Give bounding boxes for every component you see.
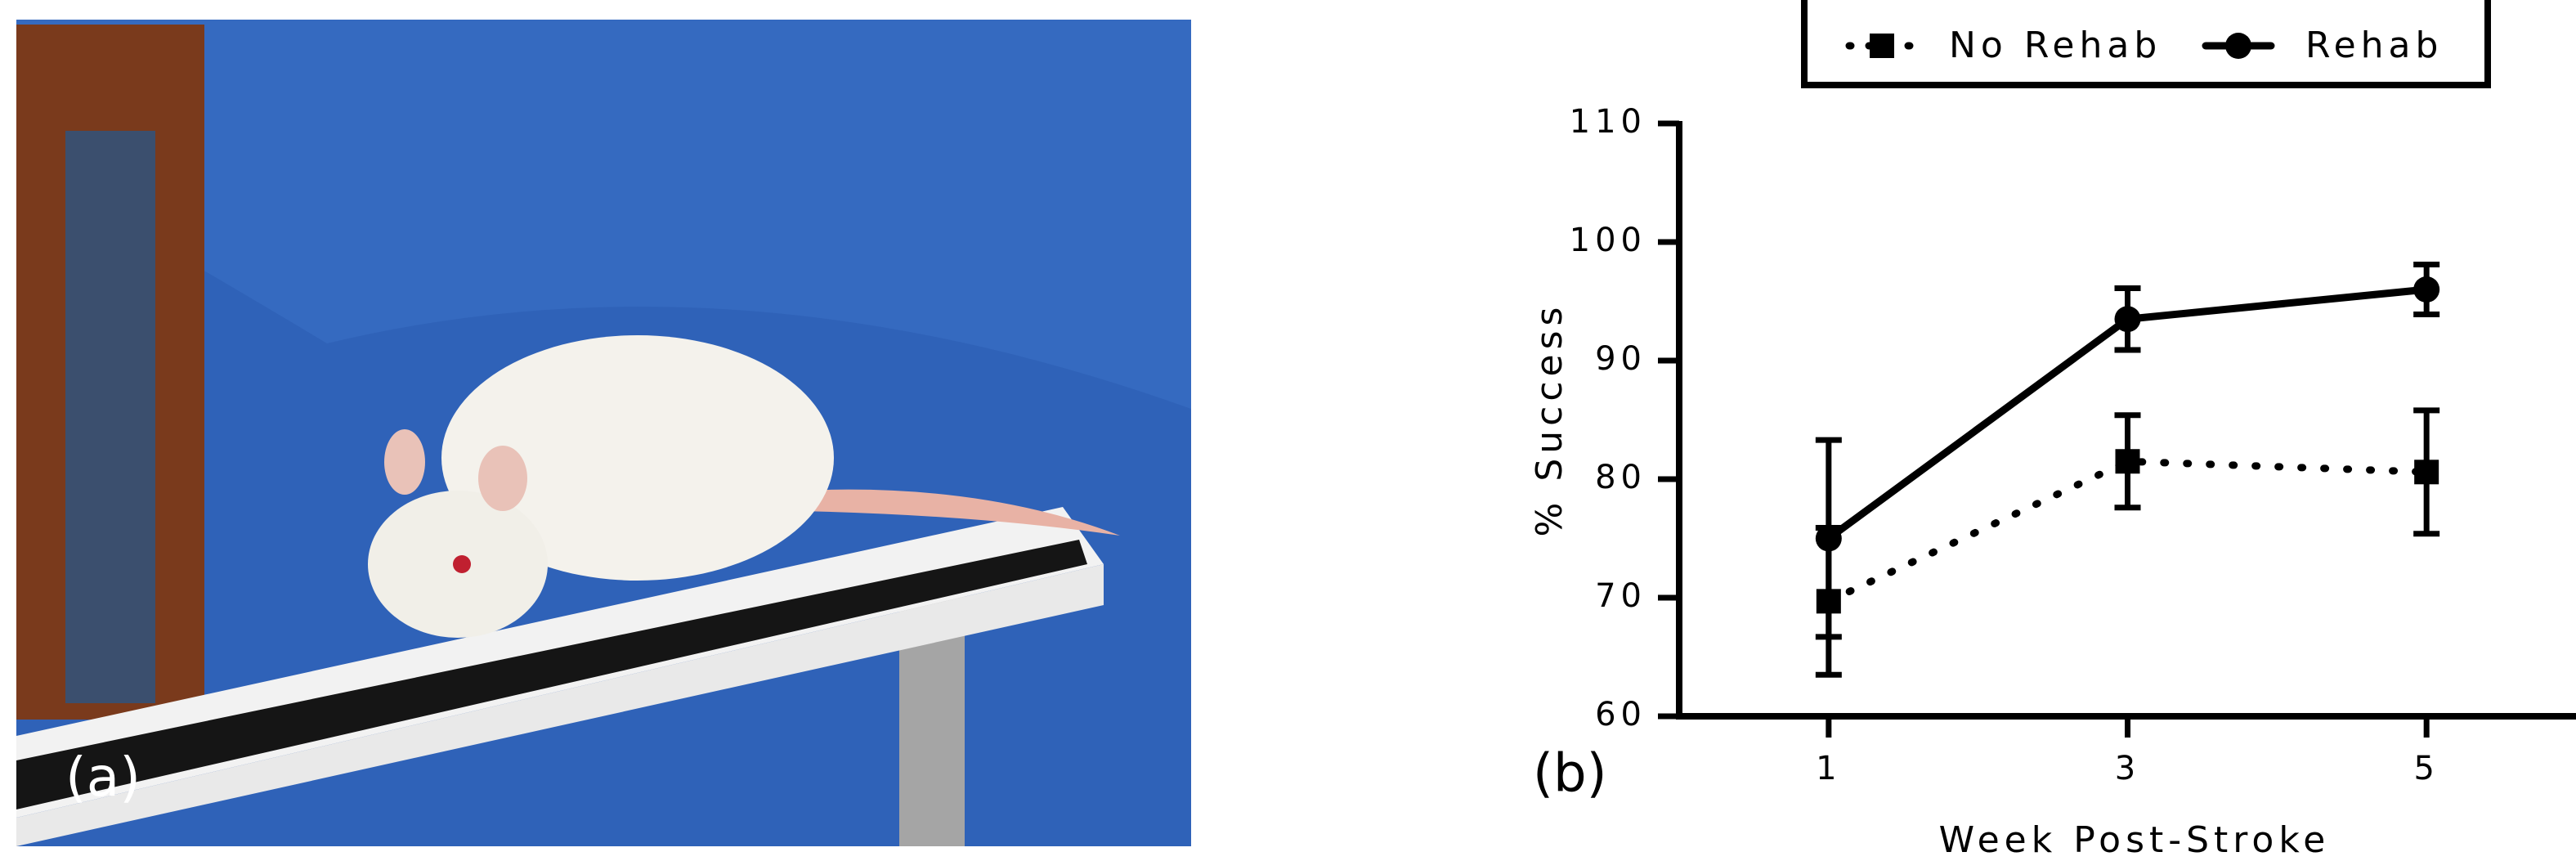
legend-label: No Rehab bbox=[1949, 25, 2162, 66]
rat-eye bbox=[453, 555, 471, 573]
mirror bbox=[65, 131, 155, 703]
rat-ear bbox=[478, 446, 527, 511]
point bbox=[2414, 460, 2439, 484]
point bbox=[2115, 306, 2141, 332]
point bbox=[2413, 276, 2439, 303]
legend: No Rehab Rehab bbox=[1804, 0, 2488, 85]
y-axis-label: % Success bbox=[1529, 303, 1570, 537]
x-tick-label: 3 bbox=[2115, 750, 2140, 787]
rat-ear bbox=[384, 429, 425, 495]
point bbox=[2116, 449, 2140, 473]
point bbox=[1816, 526, 1842, 552]
y-tick-label: 60 bbox=[1595, 696, 1646, 733]
y-tick-label: 110 bbox=[1570, 103, 1646, 141]
figure: (a) 60 70 80 90 100 110 1 3 5 Week Post-Stroke % S… bbox=[0, 0, 2576, 861]
y-tick-label: 100 bbox=[1570, 222, 1646, 259]
chart: 60 70 80 90 100 110 1 3 5 Week Post-Stroke % Succe… bbox=[1529, 0, 2576, 861]
legend-label: Rehab bbox=[2305, 25, 2443, 66]
y-tick-label: 90 bbox=[1595, 340, 1646, 378]
photo: (a) bbox=[16, 20, 1191, 846]
legend-marker bbox=[1870, 34, 1894, 58]
legend-marker bbox=[2225, 33, 2251, 59]
x-tick-label: 5 bbox=[2413, 750, 2439, 787]
y-tick-label: 80 bbox=[1595, 459, 1646, 496]
panel-label: (b) bbox=[1533, 744, 1607, 805]
panel-label: (a) bbox=[65, 746, 141, 809]
x-axis-label: Week Post-Stroke bbox=[1939, 819, 2331, 861]
y-tick-label: 70 bbox=[1595, 577, 1646, 615]
x-tick-label: 1 bbox=[1816, 750, 1841, 787]
